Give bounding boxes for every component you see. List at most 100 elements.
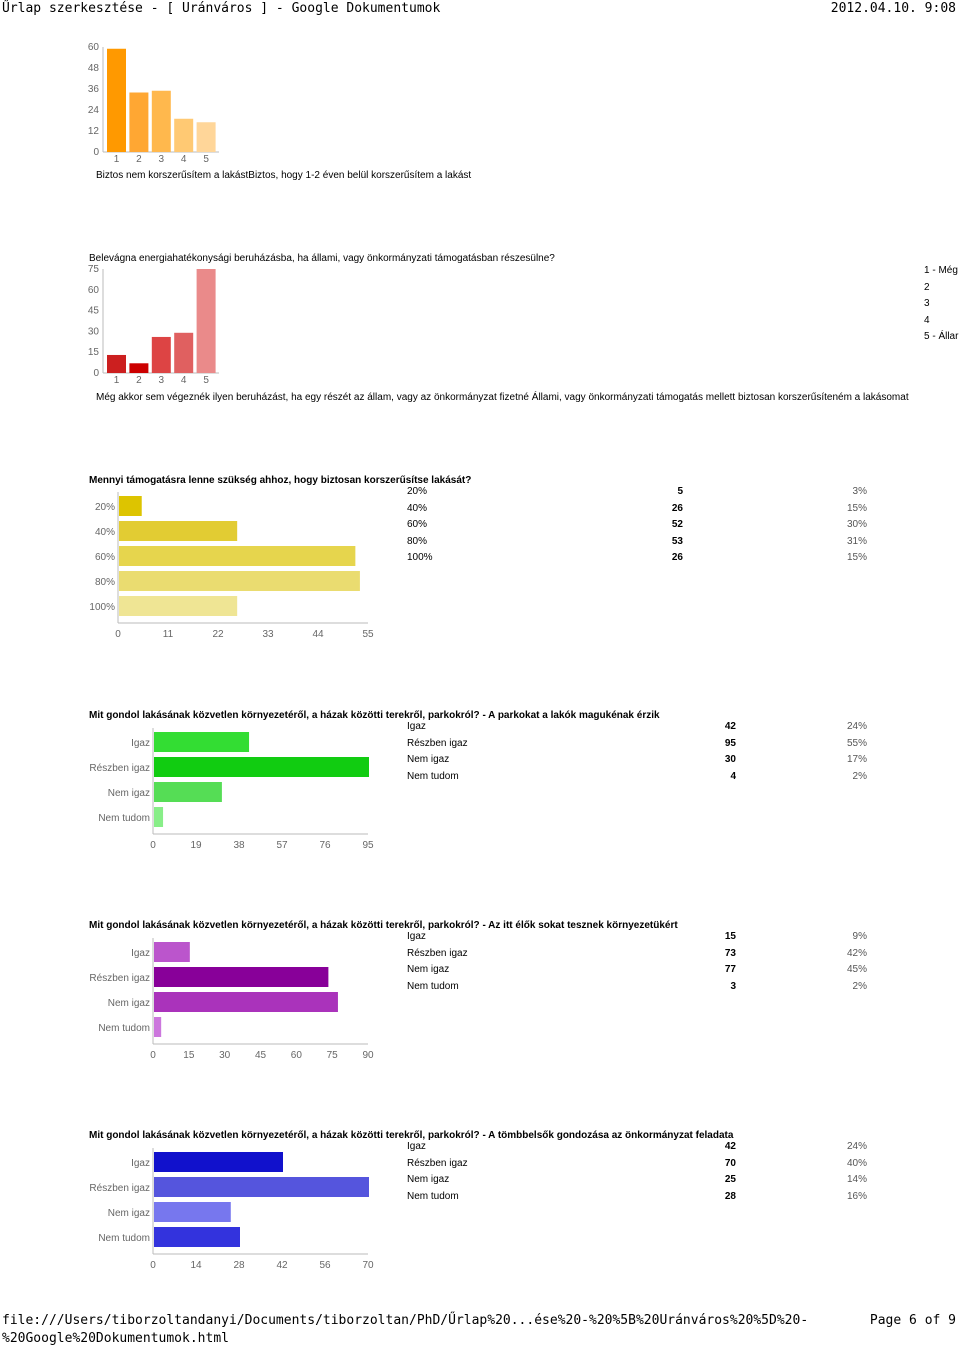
summary-label: Részben igaz (407, 1157, 468, 1169)
y-tick-label: 0 (93, 368, 99, 379)
x-tick-label: 11 (163, 629, 174, 640)
bar (174, 332, 194, 373)
x-tick-label: 28 (233, 1260, 245, 1271)
category-label: 20% (95, 502, 115, 513)
category-label: Részben igaz (89, 973, 150, 984)
summary-label: Nem tudom (407, 980, 459, 992)
legend-item: 1 - Még (924, 265, 958, 276)
x-tick-label: 75 (327, 1050, 339, 1061)
bar (119, 521, 238, 541)
x-tick-label: 55 (362, 629, 374, 640)
summary-row: Nem tudom 3 2% (407, 979, 867, 996)
summary-row: Igaz 42 24% (407, 1139, 867, 1156)
summary-label: Nem igaz (407, 964, 450, 976)
summary-percent: 31% (846, 535, 867, 547)
bar (154, 967, 329, 987)
bar (154, 782, 222, 802)
summary-percent: 55% (846, 737, 867, 749)
x-tick-label: 15 (183, 1050, 195, 1061)
x-tick-label: 42 (276, 1260, 288, 1271)
summary-row: Részben igaz 70 40% (407, 1156, 867, 1173)
bar (119, 571, 360, 591)
summary-row: 80% 53 31% (407, 534, 867, 551)
summary-table-3: 20% 5 3% 40% 26 15% 60% 52 30% 80% 53 31% 100% 26 15% (407, 484, 867, 567)
x-tick-label: 5 (203, 154, 209, 165)
summary-label: 80% (407, 535, 428, 547)
category-label: Nem tudom (98, 1023, 150, 1034)
summary-percent: 24% (846, 1141, 867, 1152)
summary-count: 95 (724, 737, 736, 749)
y-tick-label: 0 (93, 147, 99, 158)
chart-1-caption: Biztos nem korszerűsítem a lakástBiztos,… (96, 170, 472, 181)
summary-count: 52 (671, 519, 683, 531)
category-label: Nem igaz (108, 788, 150, 799)
x-tick-label: 1 (114, 154, 120, 165)
summary-row: 40% 26 15% (407, 501, 867, 518)
x-tick-label: 14 (190, 1260, 202, 1271)
summary-label: Nem tudom (407, 770, 459, 782)
bar (129, 92, 149, 152)
bar (151, 336, 171, 373)
y-tick-label: 12 (88, 126, 100, 137)
bar (107, 48, 126, 152)
x-tick-label: 44 (312, 629, 324, 640)
x-tick-label: 45 (255, 1050, 267, 1061)
y-tick-label: 15 (88, 347, 100, 358)
x-tick-label: 22 (212, 629, 224, 640)
summary-count: 77 (724, 964, 736, 976)
summary-row: 60% 52 30% (407, 517, 867, 534)
summary-table-4: Igaz 42 24% Részben igaz 95 55% Nem igaz 30 17% N… (407, 719, 867, 785)
x-tick-label: 1 (114, 375, 120, 386)
summary-label: 40% (407, 502, 428, 514)
summary-label: Nem tudom (407, 1190, 459, 1202)
summary-row: Nem igaz 25 14% (407, 1172, 867, 1189)
x-tick-label: 0 (150, 1260, 156, 1271)
chart-4-horizontal-bars: Igaz Részben igaz Nem igaz Nem tudom 0 19 38 57… (89, 728, 374, 851)
summary-count: 53 (671, 535, 683, 547)
category-label: Részben igaz (89, 763, 150, 774)
summary-label: Igaz (407, 931, 426, 942)
category-label: Nem igaz (108, 998, 150, 1009)
summary-percent: 9% (852, 931, 867, 942)
summary-label: 60% (407, 519, 428, 531)
category-label: Igaz (131, 1158, 150, 1169)
x-tick-label: 0 (150, 1050, 156, 1061)
summary-table-5: Igaz 15 9% Részben igaz 73 42% Nem igaz 77 45% Ne… (407, 929, 867, 996)
summary-count: 70 (724, 1157, 736, 1169)
summary-count: 3 (730, 980, 736, 992)
category-label: Nem tudom (98, 813, 150, 824)
x-tick-label: 4 (181, 375, 187, 386)
summary-label: Nem igaz (407, 1174, 450, 1186)
summary-percent: 16% (846, 1190, 867, 1202)
summary-percent: 30% (846, 519, 867, 531)
x-tick-label: 76 (319, 840, 331, 851)
summary-count: 26 (671, 552, 683, 564)
category-label: Nem igaz (108, 1208, 150, 1219)
summary-row: Részben igaz 95 55% (407, 736, 867, 753)
document-title: Űrlap szerkesztése - [ Uránváros ] - Goo… (2, 1, 441, 16)
summary-percent: 42% (846, 947, 867, 959)
x-tick-label: 2 (136, 375, 142, 386)
bar (196, 269, 216, 373)
y-tick-label: 36 (88, 84, 100, 95)
chart-2-legend: 1 - Még 2 3 4 5 - Állar (924, 263, 958, 346)
category-label: Nem tudom (98, 1233, 150, 1244)
x-tick-label: 19 (190, 840, 202, 851)
summary-row: 100% 26 15% (407, 550, 867, 567)
summary-label: 100% (407, 552, 433, 564)
category-label: 60% (95, 552, 115, 563)
legend-item: 3 (924, 298, 930, 310)
legend-item: 5 - Állar (924, 331, 959, 343)
file-path: file:///Users/tiborzoltandanyi/Documents… (2, 1313, 809, 1346)
bar (119, 546, 356, 566)
x-tick-label: 4 (181, 154, 187, 165)
chart-5-horizontal-bars: Igaz Részben igaz Nem igaz Nem tudom 0 15 30 45… (89, 938, 374, 1061)
chart-2-caption: Még akkor sem végeznék ilyen beruházást,… (96, 392, 909, 403)
category-label: 100% (89, 602, 115, 613)
summary-label: Részben igaz (407, 737, 468, 749)
x-tick-label: 0 (115, 629, 121, 640)
legend-item: 2 (924, 281, 930, 293)
bar (154, 1202, 231, 1222)
y-tick-label: 60 (88, 42, 100, 53)
